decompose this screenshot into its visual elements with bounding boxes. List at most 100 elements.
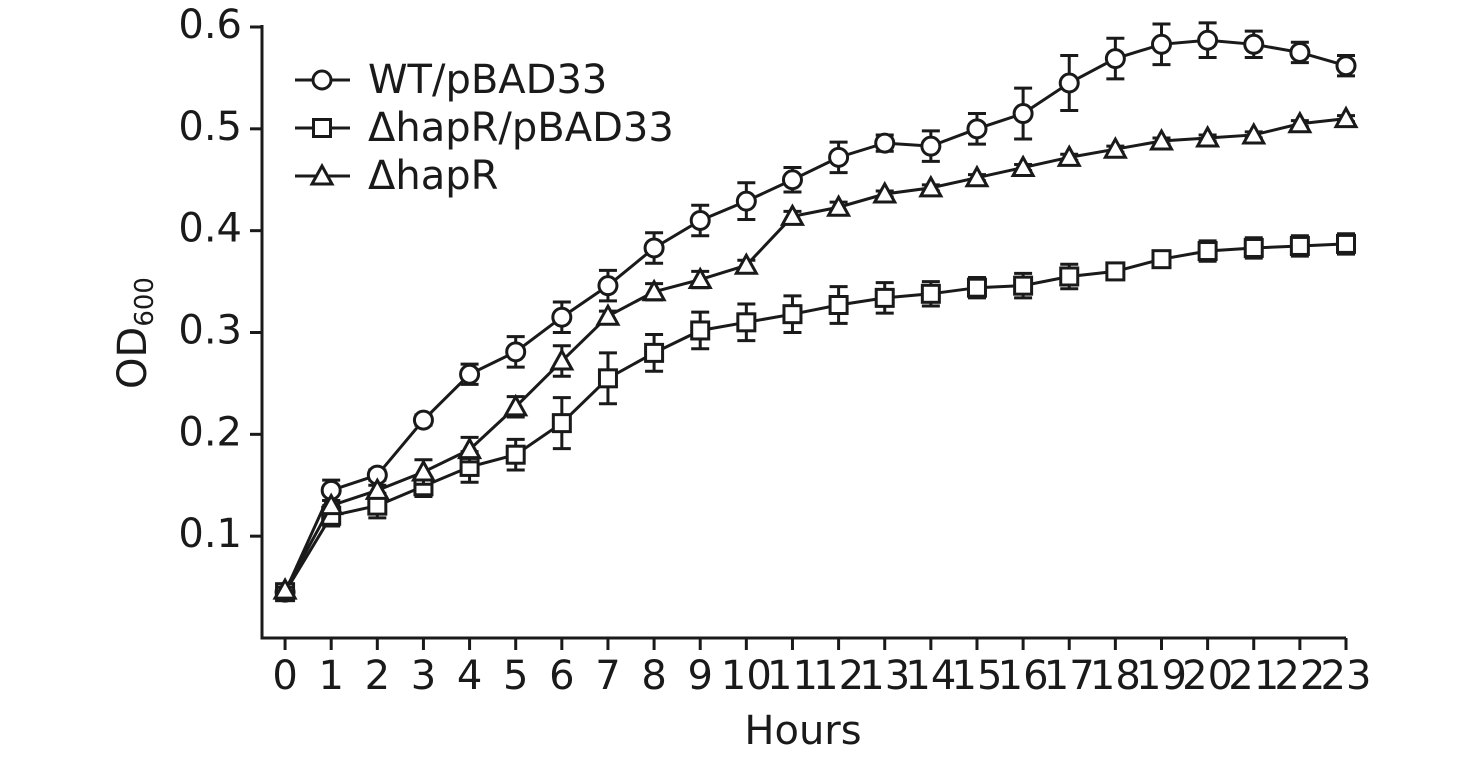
marker — [1010, 154, 1036, 178]
marker — [690, 320, 711, 341]
marker — [1104, 48, 1126, 70]
marker — [1056, 144, 1082, 167]
series-line — [283, 242, 1347, 593]
marker — [1197, 29, 1219, 51]
marker — [1148, 127, 1175, 151]
marker — [1059, 266, 1080, 287]
marker — [503, 393, 529, 417]
marker — [1241, 121, 1267, 145]
marker — [1289, 41, 1311, 63]
x-tick-label: 19 — [1136, 653, 1187, 699]
marker — [412, 409, 434, 431]
x-tick-label: 13 — [859, 653, 910, 699]
marker — [826, 194, 852, 217]
marker — [597, 275, 619, 297]
marker — [964, 164, 990, 188]
marker — [410, 458, 436, 482]
marker — [736, 312, 757, 333]
x-tick-label: 20 — [1182, 653, 1233, 699]
x-tick-label: 1 — [318, 653, 343, 699]
marker — [828, 146, 850, 168]
marker — [874, 132, 896, 154]
legend-marker — [309, 162, 335, 186]
legend-label: WT/pBAD33 — [368, 57, 607, 103]
x-tick-label: 5 — [503, 653, 528, 699]
x-tick-label: 10 — [721, 653, 772, 699]
x-tick-label: 4 — [457, 653, 482, 699]
marker — [364, 477, 390, 500]
x-tick-label: 6 — [549, 653, 574, 699]
y-tick-label: 0.5 — [178, 104, 242, 150]
marker — [687, 266, 713, 290]
y-axis-label-main: OD — [110, 327, 156, 389]
marker — [644, 342, 665, 363]
marker — [872, 180, 898, 204]
legend-label: ΔhapR/pBAD33 — [368, 105, 674, 151]
marker — [318, 492, 344, 516]
marker — [828, 295, 849, 316]
x-axis-label: Hours — [744, 708, 861, 754]
marker — [920, 283, 941, 304]
legend-label: ΔhapR — [368, 153, 498, 199]
x-tick-label: 2 — [365, 653, 390, 699]
x-tick-label: 22 — [1274, 653, 1325, 699]
x-tick-label: 17 — [1044, 653, 1095, 699]
marker — [874, 287, 895, 308]
legend-marker — [312, 118, 332, 138]
marker — [1102, 136, 1128, 159]
series — [272, 105, 1359, 600]
marker — [549, 347, 575, 371]
marker — [551, 413, 572, 434]
marker — [781, 169, 803, 191]
marker — [505, 341, 527, 363]
y-tick-label: 0.6 — [178, 2, 242, 48]
legend-marker — [311, 69, 333, 91]
marker — [733, 252, 759, 275]
marker — [920, 135, 942, 157]
marker — [918, 174, 944, 198]
x-tick-label: 21 — [1228, 653, 1279, 699]
y-tick-label: 0.3 — [178, 308, 242, 354]
marker — [735, 190, 757, 212]
y-axis-label: OD600 — [110, 277, 160, 389]
marker — [1336, 233, 1356, 254]
marker — [689, 209, 711, 231]
series — [274, 21, 1357, 603]
x-tick-label: 0 — [272, 653, 297, 699]
marker — [1289, 235, 1310, 256]
marker — [1197, 241, 1218, 262]
marker — [1151, 249, 1172, 270]
x-tick-label: 18 — [1090, 653, 1141, 699]
marker — [272, 577, 298, 600]
marker — [641, 278, 667, 302]
marker — [1287, 110, 1313, 134]
y-tick-label: 0.2 — [178, 409, 242, 455]
y-axis-label-sub: 600 — [130, 277, 160, 327]
x-tick-label: 15 — [952, 653, 1003, 699]
marker — [1013, 275, 1034, 296]
marker — [1012, 103, 1034, 125]
marker — [966, 277, 987, 298]
marker — [782, 304, 803, 325]
marker — [1058, 72, 1080, 94]
marker — [779, 203, 806, 226]
marker — [595, 303, 621, 326]
x-tick-label: 12 — [813, 653, 864, 699]
x-tick-label: 7 — [595, 653, 620, 699]
marker — [966, 118, 988, 140]
marker — [459, 363, 481, 385]
x-tick-label: 23 — [1321, 653, 1372, 699]
marker — [597, 368, 618, 389]
marker — [1335, 55, 1357, 77]
marker — [643, 237, 665, 259]
marker — [457, 436, 483, 460]
marker — [551, 306, 573, 328]
marker — [1105, 261, 1126, 282]
x-tick-label: 16 — [998, 653, 1049, 699]
y-tick-label: 0.4 — [178, 206, 242, 252]
y-tick-label: 0.1 — [178, 511, 242, 557]
marker — [1195, 124, 1221, 148]
marker — [1333, 105, 1359, 129]
